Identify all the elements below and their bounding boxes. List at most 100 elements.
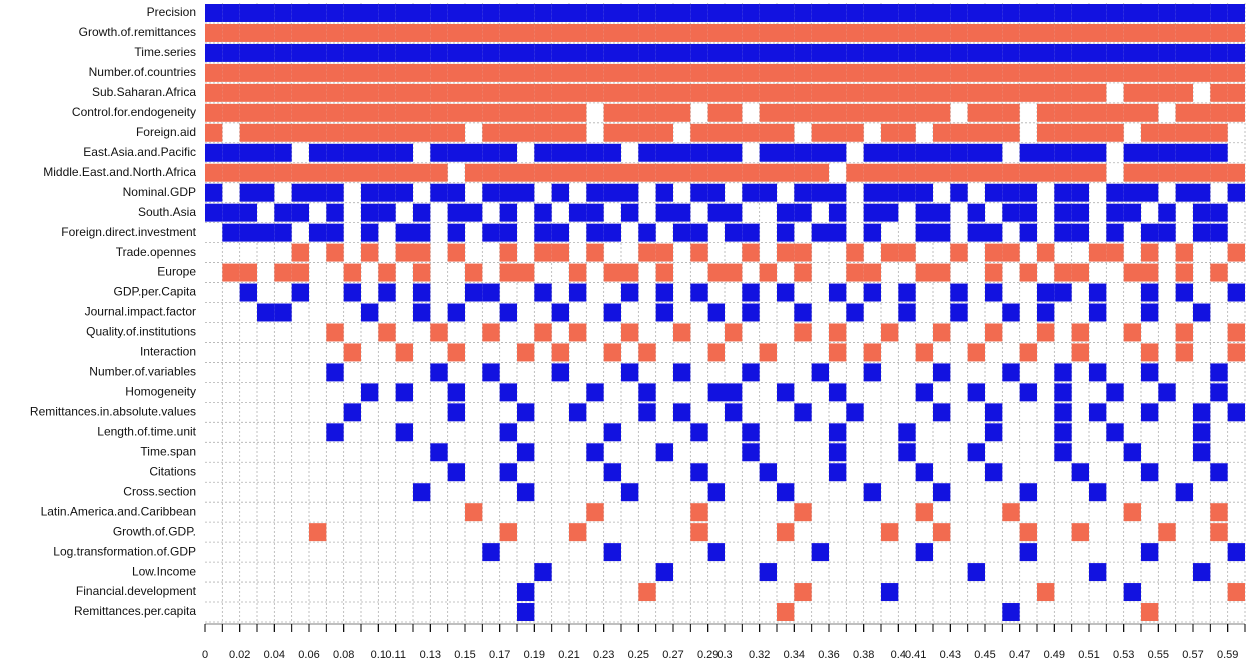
inclusion-cell — [1124, 363, 1141, 381]
inclusion-cell — [274, 284, 291, 302]
inclusion-cell — [1071, 83, 1089, 102]
inclusion-cell — [1054, 463, 1071, 481]
inclusion-cell — [482, 43, 500, 62]
inclusion-cell — [1089, 383, 1106, 401]
inclusion-cell — [794, 284, 811, 302]
inclusion-cell — [430, 63, 448, 82]
x-tick-label: 0.11 — [385, 649, 406, 661]
inclusion-cell — [378, 244, 395, 262]
inclusion-cell — [569, 244, 586, 262]
inclusion-cell — [1072, 403, 1089, 421]
inclusion-cell — [205, 304, 222, 322]
inclusion-cell — [1019, 183, 1037, 202]
inclusion-cell — [638, 83, 656, 102]
inclusion-cell — [950, 283, 968, 302]
inclusion-cell — [603, 263, 621, 282]
inclusion-cell — [742, 123, 760, 142]
inclusion-cell — [725, 603, 742, 621]
inclusion-cell — [1141, 443, 1158, 461]
inclusion-cell — [1089, 184, 1106, 202]
inclusion-cell — [551, 103, 569, 122]
inclusion-cell — [205, 483, 222, 501]
inclusion-cell — [465, 263, 483, 282]
inclusion-cell — [222, 83, 240, 102]
inclusion-cell — [309, 244, 326, 262]
inclusion-cell — [621, 603, 638, 621]
inclusion-cell — [829, 83, 847, 102]
inclusion-cell — [534, 123, 552, 142]
inclusion-cell — [708, 323, 725, 341]
inclusion-cell — [309, 83, 327, 102]
inclusion-cell — [1106, 43, 1124, 62]
inclusion-cell — [1124, 244, 1141, 262]
inclusion-cell — [240, 603, 257, 621]
inclusion-cell — [794, 43, 812, 62]
inclusion-cell — [517, 144, 534, 162]
inclusion-cell — [742, 323, 759, 341]
row-label: Number.of.variables — [89, 365, 196, 379]
inclusion-cell — [1175, 283, 1193, 302]
inclusion-cell — [309, 304, 326, 322]
inclusion-cell — [292, 323, 309, 341]
inclusion-cell — [707, 203, 725, 222]
inclusion-cell — [1158, 403, 1175, 421]
inclusion-cell — [1141, 363, 1159, 382]
inclusion-cell — [1158, 63, 1176, 82]
inclusion-cell — [863, 483, 881, 502]
x-tick-label: 0.04 — [264, 649, 285, 661]
inclusion-cell — [1124, 463, 1141, 481]
inclusion-cell — [759, 83, 777, 102]
inclusion-cell — [1176, 523, 1193, 541]
inclusion-cell — [933, 63, 951, 82]
inclusion-cell — [552, 284, 569, 302]
inclusion-cell — [291, 203, 309, 222]
inclusion-cell — [1106, 383, 1124, 402]
inclusion-cell — [499, 143, 517, 162]
x-tick-label: 0.23 — [593, 649, 614, 661]
inclusion-cell — [448, 503, 465, 521]
inclusion-cell — [1037, 123, 1055, 142]
inclusion-cell — [378, 323, 396, 342]
inclusion-cell — [707, 63, 725, 82]
inclusion-cell — [534, 4, 552, 22]
inclusion-cell — [1176, 383, 1193, 401]
inclusion-cell — [1071, 183, 1089, 202]
inclusion-cell — [499, 63, 517, 82]
inclusion-cell — [1193, 563, 1211, 582]
inclusion-cell — [239, 263, 257, 282]
inclusion-cell — [569, 483, 586, 501]
inclusion-cell — [448, 363, 465, 381]
inclusion-cell — [1054, 183, 1072, 202]
inclusion-cell — [1037, 423, 1054, 441]
inclusion-cell — [292, 563, 309, 581]
inclusion-cell — [1141, 383, 1158, 401]
inclusion-cell — [465, 83, 483, 102]
inclusion-cell — [551, 223, 569, 242]
inclusion-cell — [1071, 4, 1089, 22]
inclusion-cell — [967, 163, 985, 182]
inclusion-cell — [1123, 503, 1141, 522]
inclusion-cell — [985, 243, 1003, 262]
inclusion-cell — [985, 563, 1002, 581]
inclusion-cell — [1158, 603, 1175, 621]
inclusion-cell — [430, 443, 448, 462]
inclusion-cell — [1158, 104, 1175, 122]
inclusion-cell — [1193, 403, 1211, 422]
inclusion-cell — [292, 503, 309, 521]
inclusion-cell — [205, 563, 222, 581]
inclusion-cell — [448, 284, 465, 302]
inclusion-cell — [604, 503, 621, 521]
inclusion-cell — [378, 183, 396, 202]
inclusion-cell — [1124, 523, 1141, 541]
inclusion-cell — [638, 4, 656, 22]
inclusion-cell — [1002, 203, 1020, 222]
inclusion-cell — [898, 243, 916, 262]
inclusion-cell — [274, 543, 291, 561]
inclusion-cell — [1002, 503, 1020, 522]
inclusion-cell — [378, 143, 396, 162]
inclusion-cell — [760, 363, 777, 381]
inclusion-cell — [343, 103, 361, 122]
x-tick-label: 0.19 — [524, 649, 545, 661]
inclusion-cell — [447, 203, 465, 222]
